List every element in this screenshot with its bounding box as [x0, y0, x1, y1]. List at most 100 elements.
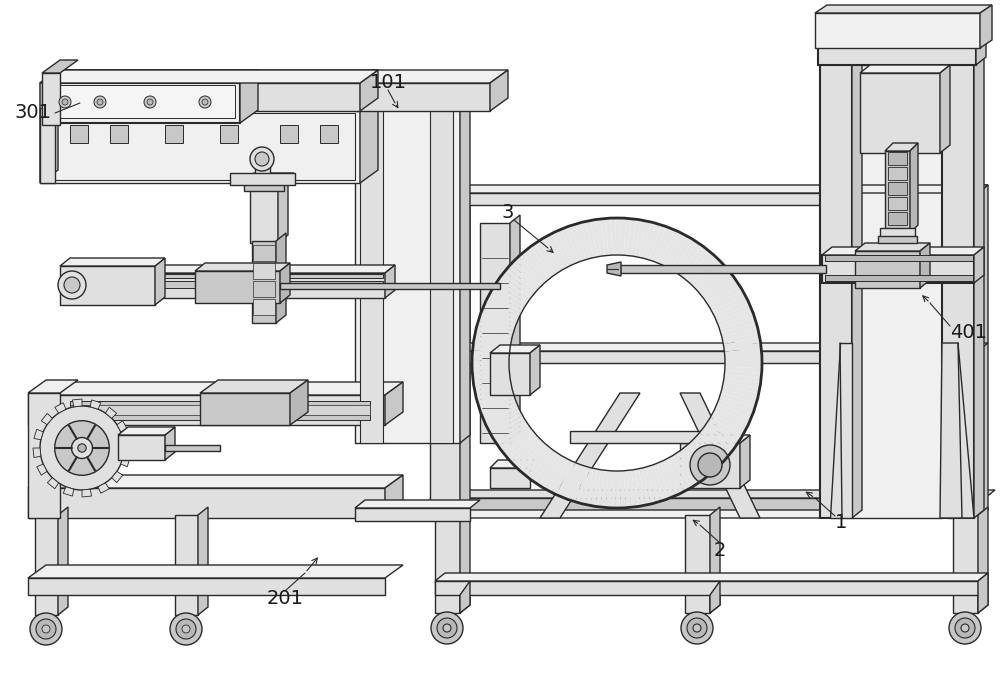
Polygon shape [974, 247, 984, 283]
Polygon shape [830, 343, 852, 518]
Polygon shape [978, 573, 988, 613]
Circle shape [42, 625, 50, 633]
Polygon shape [980, 5, 992, 48]
Polygon shape [670, 237, 693, 271]
Polygon shape [590, 469, 601, 506]
Polygon shape [653, 226, 670, 262]
Polygon shape [702, 427, 734, 453]
Polygon shape [28, 382, 403, 395]
Circle shape [437, 618, 457, 638]
Polygon shape [910, 143, 918, 233]
Polygon shape [820, 53, 852, 518]
Polygon shape [28, 565, 403, 578]
Circle shape [687, 618, 707, 638]
Polygon shape [60, 258, 165, 266]
Polygon shape [280, 125, 298, 143]
Polygon shape [631, 219, 641, 256]
Polygon shape [552, 232, 572, 267]
Polygon shape [667, 457, 689, 491]
Polygon shape [519, 442, 547, 473]
Polygon shape [571, 224, 586, 260]
Polygon shape [860, 65, 950, 73]
Circle shape [72, 437, 92, 458]
Polygon shape [460, 185, 470, 518]
Polygon shape [714, 407, 749, 427]
Polygon shape [490, 468, 530, 488]
Circle shape [144, 96, 156, 108]
Polygon shape [557, 461, 575, 497]
Polygon shape [90, 400, 101, 409]
Polygon shape [280, 283, 500, 289]
Polygon shape [40, 70, 378, 83]
Polygon shape [482, 306, 518, 324]
Polygon shape [576, 223, 590, 260]
Text: 401: 401 [950, 324, 987, 343]
Circle shape [59, 96, 71, 108]
Polygon shape [595, 470, 605, 507]
Circle shape [199, 96, 211, 108]
Polygon shape [502, 271, 533, 297]
Polygon shape [118, 435, 165, 460]
Circle shape [170, 613, 202, 645]
Polygon shape [496, 279, 529, 304]
Polygon shape [472, 355, 509, 361]
Polygon shape [253, 245, 275, 261]
Polygon shape [253, 299, 275, 315]
Polygon shape [974, 45, 984, 518]
Text: 3: 3 [502, 203, 514, 223]
Polygon shape [230, 173, 295, 185]
Text: 2: 2 [714, 540, 726, 559]
Polygon shape [639, 468, 651, 505]
Polygon shape [530, 345, 540, 395]
Polygon shape [585, 468, 597, 505]
Polygon shape [45, 70, 258, 83]
Polygon shape [694, 262, 724, 291]
Polygon shape [611, 218, 616, 255]
Polygon shape [570, 431, 700, 443]
Polygon shape [276, 233, 286, 323]
Polygon shape [474, 380, 511, 391]
Polygon shape [704, 277, 737, 302]
Polygon shape [543, 236, 565, 270]
Polygon shape [40, 108, 360, 183]
Polygon shape [45, 113, 355, 180]
Polygon shape [385, 265, 395, 298]
Polygon shape [195, 263, 290, 271]
Polygon shape [534, 452, 559, 485]
Polygon shape [646, 466, 661, 503]
Polygon shape [852, 65, 942, 518]
Circle shape [955, 618, 975, 638]
Polygon shape [631, 470, 641, 507]
Polygon shape [820, 45, 862, 53]
Polygon shape [552, 460, 572, 495]
Polygon shape [590, 219, 601, 257]
Polygon shape [473, 345, 510, 353]
Polygon shape [480, 311, 516, 328]
Polygon shape [360, 70, 378, 111]
Polygon shape [677, 242, 702, 275]
Polygon shape [650, 465, 666, 501]
Polygon shape [692, 438, 721, 468]
Polygon shape [607, 262, 621, 276]
Polygon shape [515, 439, 544, 470]
Polygon shape [818, 37, 986, 45]
Polygon shape [606, 470, 612, 508]
Polygon shape [47, 478, 59, 489]
Polygon shape [460, 507, 470, 613]
Polygon shape [635, 469, 646, 506]
Polygon shape [600, 470, 608, 507]
Polygon shape [642, 222, 656, 259]
Text: 201: 201 [266, 588, 304, 608]
Polygon shape [885, 151, 910, 233]
Polygon shape [37, 464, 47, 475]
Polygon shape [557, 229, 575, 265]
Polygon shape [98, 483, 109, 493]
Polygon shape [699, 430, 731, 457]
Polygon shape [697, 266, 728, 293]
Polygon shape [689, 255, 717, 285]
Circle shape [681, 612, 713, 644]
Polygon shape [721, 389, 758, 403]
Polygon shape [476, 388, 513, 400]
Polygon shape [165, 427, 175, 460]
Polygon shape [355, 103, 460, 443]
